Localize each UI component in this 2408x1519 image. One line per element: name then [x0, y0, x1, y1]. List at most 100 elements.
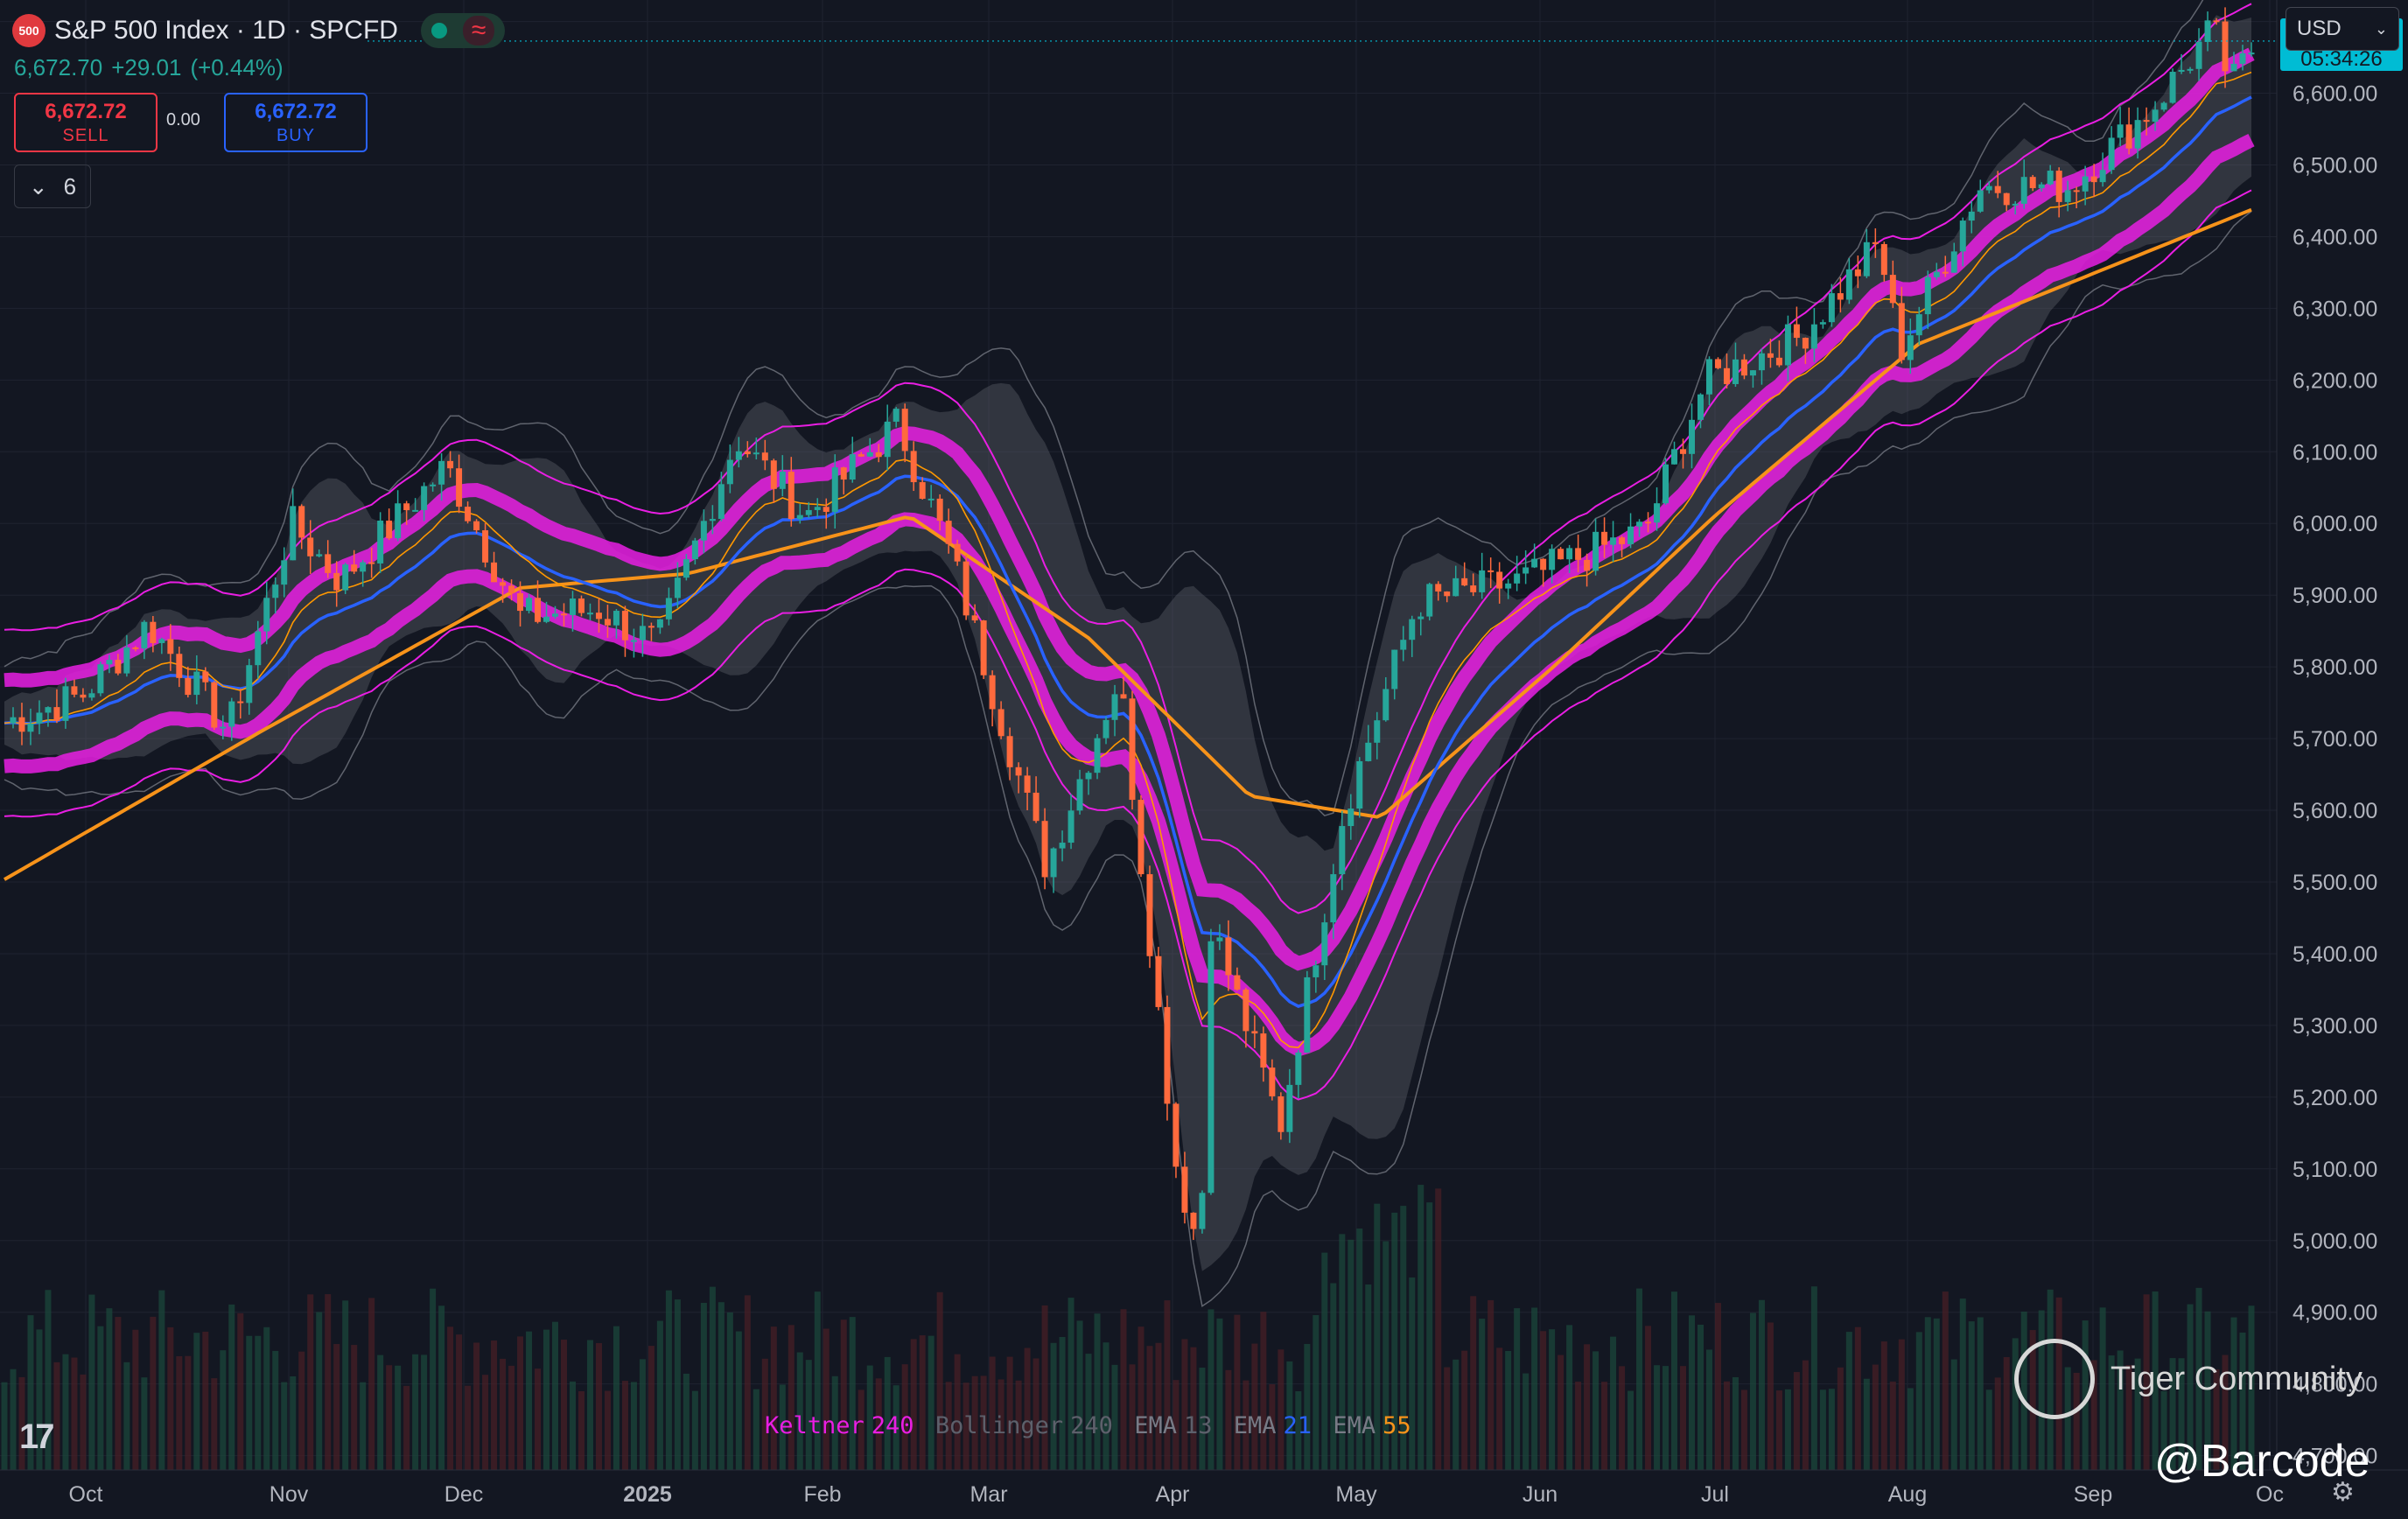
volume-bar — [1111, 1364, 1118, 1470]
market-status-pill[interactable]: ≈ — [420, 13, 506, 48]
volume-bar — [1488, 1299, 1494, 1470]
volume-bar — [1295, 1390, 1302, 1470]
volume-bar — [735, 1331, 742, 1470]
candle-body — [1452, 578, 1460, 597]
volume-bar — [1400, 1206, 1407, 1470]
volume-bar — [1068, 1298, 1074, 1470]
volume-bar — [2248, 1306, 2255, 1470]
volume-bar — [1907, 1388, 1914, 1470]
ema13-line — [4, 71, 2252, 1049]
candle-body — [1645, 522, 1652, 524]
volume-bar — [237, 1312, 244, 1470]
candle-body — [2090, 176, 2097, 183]
candle-body — [884, 421, 891, 458]
volume-bar — [281, 1382, 288, 1470]
candle-body — [220, 726, 227, 729]
buy-button[interactable]: 6,672.72 BUY — [224, 93, 368, 152]
volume-bar — [2160, 1390, 2167, 1470]
volume-bar — [1775, 1390, 1782, 1470]
candle-body — [936, 498, 943, 522]
chevron-down-icon: ⌄ — [2374, 19, 2388, 38]
candle-body — [2160, 102, 2167, 110]
volume-bar — [1286, 1361, 1293, 1470]
legend-name: EMA — [1333, 1412, 1376, 1439]
candle-body — [53, 707, 60, 721]
candle-body — [569, 598, 576, 615]
candle-body — [1260, 1033, 1267, 1068]
volume-bar — [2073, 1372, 2080, 1470]
gear-icon[interactable]: ⚙ — [2331, 1478, 2355, 1507]
bollinger-lower — [4, 211, 2252, 1307]
candle-body — [1208, 941, 1214, 1194]
watermark-brand: Tiger Community — [2110, 1360, 2362, 1397]
candle-body — [2064, 190, 2071, 202]
candle-body — [1689, 419, 1695, 454]
candle-body — [2003, 192, 2010, 206]
volume-bar — [919, 1335, 926, 1470]
volume-bar — [1172, 1380, 1180, 1470]
volume-bar — [1671, 1292, 1678, 1470]
candle-body — [1391, 649, 1398, 690]
volume-bar — [665, 1290, 672, 1470]
volume-bar — [648, 1346, 654, 1470]
volume-bar — [307, 1294, 314, 1470]
tradingview-logo-icon[interactable]: 17 — [19, 1418, 54, 1456]
y-tick-label: 5,800.00 — [2292, 655, 2377, 680]
volume-bar — [1575, 1382, 1582, 1470]
market-open-dot-icon — [430, 23, 447, 38]
indicators-collapse-button[interactable]: ⌄ 6 — [14, 164, 91, 208]
y-tick-label: 6,500.00 — [2292, 153, 2377, 178]
y-tick-label: 5,200.00 — [2292, 1086, 2377, 1110]
volume-bar — [106, 1308, 113, 1470]
candle-body — [377, 520, 384, 564]
y-tick-label: 5,000.00 — [2292, 1229, 2377, 1254]
candle-body — [1102, 719, 1110, 738]
volume-bar — [211, 1378, 218, 1470]
volume-bar — [255, 1335, 262, 1470]
volume-bar — [1985, 1390, 1992, 1470]
volume-bar — [945, 1382, 952, 1470]
candle-body — [858, 454, 864, 457]
y-tick-label: 6,600.00 — [2292, 82, 2377, 107]
candle-body — [237, 701, 244, 704]
candle-body — [1330, 874, 1337, 923]
candle-body — [80, 694, 87, 698]
currency-select[interactable]: USD ⌄ — [2286, 7, 2399, 51]
volume-bar — [2134, 1358, 2141, 1470]
volume-bar — [263, 1326, 270, 1470]
volume-bar — [1566, 1325, 1573, 1470]
candle-body — [1111, 694, 1118, 720]
sell-button[interactable]: 6,672.72 SELL — [14, 93, 158, 152]
price-axis[interactable] — [2277, 0, 2408, 1519]
volume-bar — [586, 1340, 593, 1470]
candle-body — [1278, 1096, 1284, 1132]
candle-body — [866, 452, 873, 457]
candle-body — [901, 409, 908, 452]
x-tick-label: Apr — [1156, 1482, 1190, 1507]
candle-body — [45, 707, 52, 713]
x-tick-label: Jul — [1701, 1482, 1729, 1507]
time-axis[interactable] — [0, 1470, 2408, 1519]
volume-bar — [1837, 1367, 1844, 1470]
candle-body — [919, 482, 926, 499]
candle-body — [779, 472, 786, 489]
volume-bar — [167, 1326, 174, 1470]
candle-body — [1479, 570, 1486, 592]
tiger-watermark: Tiger Community — [2014, 1339, 2362, 1419]
volume-bar — [2222, 1354, 2229, 1470]
candle-body — [132, 647, 139, 649]
symbol-title[interactable]: S&P 500 Index · 1D · SPCFD — [54, 16, 398, 45]
candle-body — [1488, 570, 1494, 572]
volume-bar — [1505, 1350, 1512, 1470]
volume-bar — [1950, 1359, 1957, 1470]
candle-body — [1181, 1166, 1188, 1213]
candle-body — [1732, 359, 1739, 384]
volume-bar — [456, 1334, 463, 1470]
candle-body — [1059, 843, 1066, 849]
volume-bar — [36, 1329, 43, 1470]
volume-bar — [1697, 1324, 1704, 1470]
volume-bar — [1461, 1350, 1468, 1470]
volume-bar — [1330, 1283, 1337, 1470]
x-tick-label: Aug — [1888, 1482, 1927, 1507]
